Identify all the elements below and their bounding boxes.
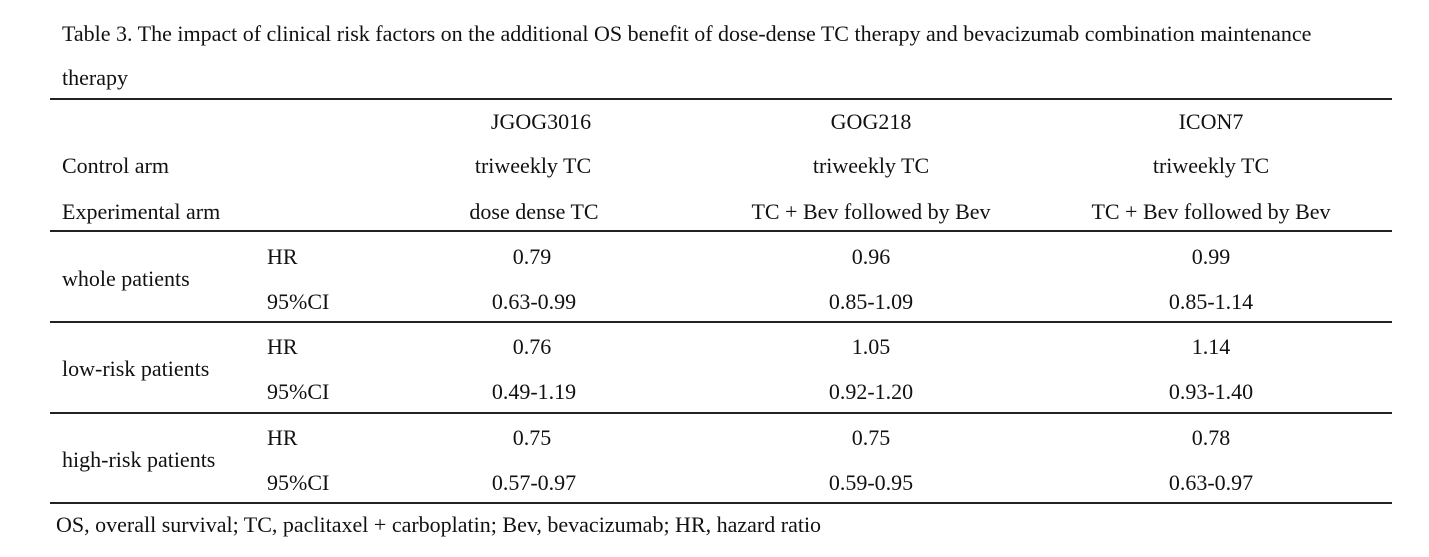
column-header-jgog3016: JGOG3016	[490, 109, 592, 134]
table-footnote: OS, overall survival; TC, paclitaxel + c…	[56, 512, 822, 537]
ci-value: 0.63-0.97	[1168, 470, 1254, 495]
ci-value: 0.57-0.97	[491, 470, 577, 495]
hr-value: 0.99	[1191, 244, 1231, 269]
table-section-rule	[50, 230, 1392, 232]
hr-value: 0.96	[851, 244, 891, 269]
hr-label: HR	[267, 334, 298, 359]
table-section-rule	[50, 412, 1392, 414]
ci-value: 0.85-1.09	[828, 289, 914, 314]
experimental-arm-icon7: TC + Bev followed by Bev	[1091, 199, 1331, 224]
group-label-high-risk-patients: high-risk patients	[62, 447, 216, 472]
table-section-rule	[50, 321, 1392, 323]
ci-value: 0.49-1.19	[491, 379, 577, 404]
group-label-low-risk-patients: low-risk patients	[62, 356, 210, 381]
table-top-rule	[50, 98, 1392, 100]
ci-value: 0.92-1.20	[828, 379, 914, 404]
ci-value: 0.63-0.99	[491, 289, 577, 314]
hr-value: 0.75	[512, 425, 552, 450]
hr-value: 1.05	[851, 334, 891, 359]
experimental-arm-gog218: TC + Bev followed by Bev	[751, 199, 991, 224]
control-arm-label: Control arm	[62, 153, 169, 178]
hr-value: 0.75	[851, 425, 891, 450]
hr-label: HR	[267, 425, 298, 450]
control-arm-jgog3016: triweekly TC	[474, 153, 592, 178]
hr-value: 1.14	[1191, 334, 1231, 359]
ci-value: 0.59-0.95	[828, 470, 914, 495]
hr-value: 0.76	[512, 334, 552, 359]
ci-label: 95%CI	[267, 470, 330, 495]
table-bottom-rule	[50, 502, 1392, 504]
ci-value: 0.93-1.40	[1168, 379, 1254, 404]
column-header-icon7: ICON7	[1178, 109, 1244, 134]
ci-value: 0.85-1.14	[1168, 289, 1254, 314]
ci-label: 95%CI	[267, 289, 330, 314]
control-arm-icon7: triweekly TC	[1152, 153, 1270, 178]
table-caption: Table 3. The impact of clinical risk fac…	[62, 21, 1312, 90]
ci-label: 95%CI	[267, 379, 330, 404]
column-header-gog218: GOG218	[830, 109, 912, 134]
hr-value: 0.78	[1191, 425, 1231, 450]
experimental-arm-label: Experimental arm	[62, 199, 221, 224]
group-label-whole-patients: whole patients	[62, 266, 190, 291]
experimental-arm-jgog3016: dose dense TC	[469, 199, 599, 224]
hr-value: 0.79	[512, 244, 552, 269]
control-arm-gog218: triweekly TC	[812, 153, 930, 178]
hr-label: HR	[267, 244, 298, 269]
